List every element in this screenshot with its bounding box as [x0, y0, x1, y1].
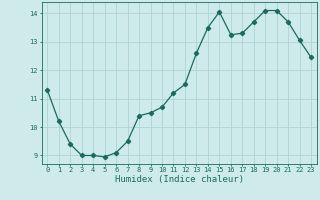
X-axis label: Humidex (Indice chaleur): Humidex (Indice chaleur)	[115, 175, 244, 184]
